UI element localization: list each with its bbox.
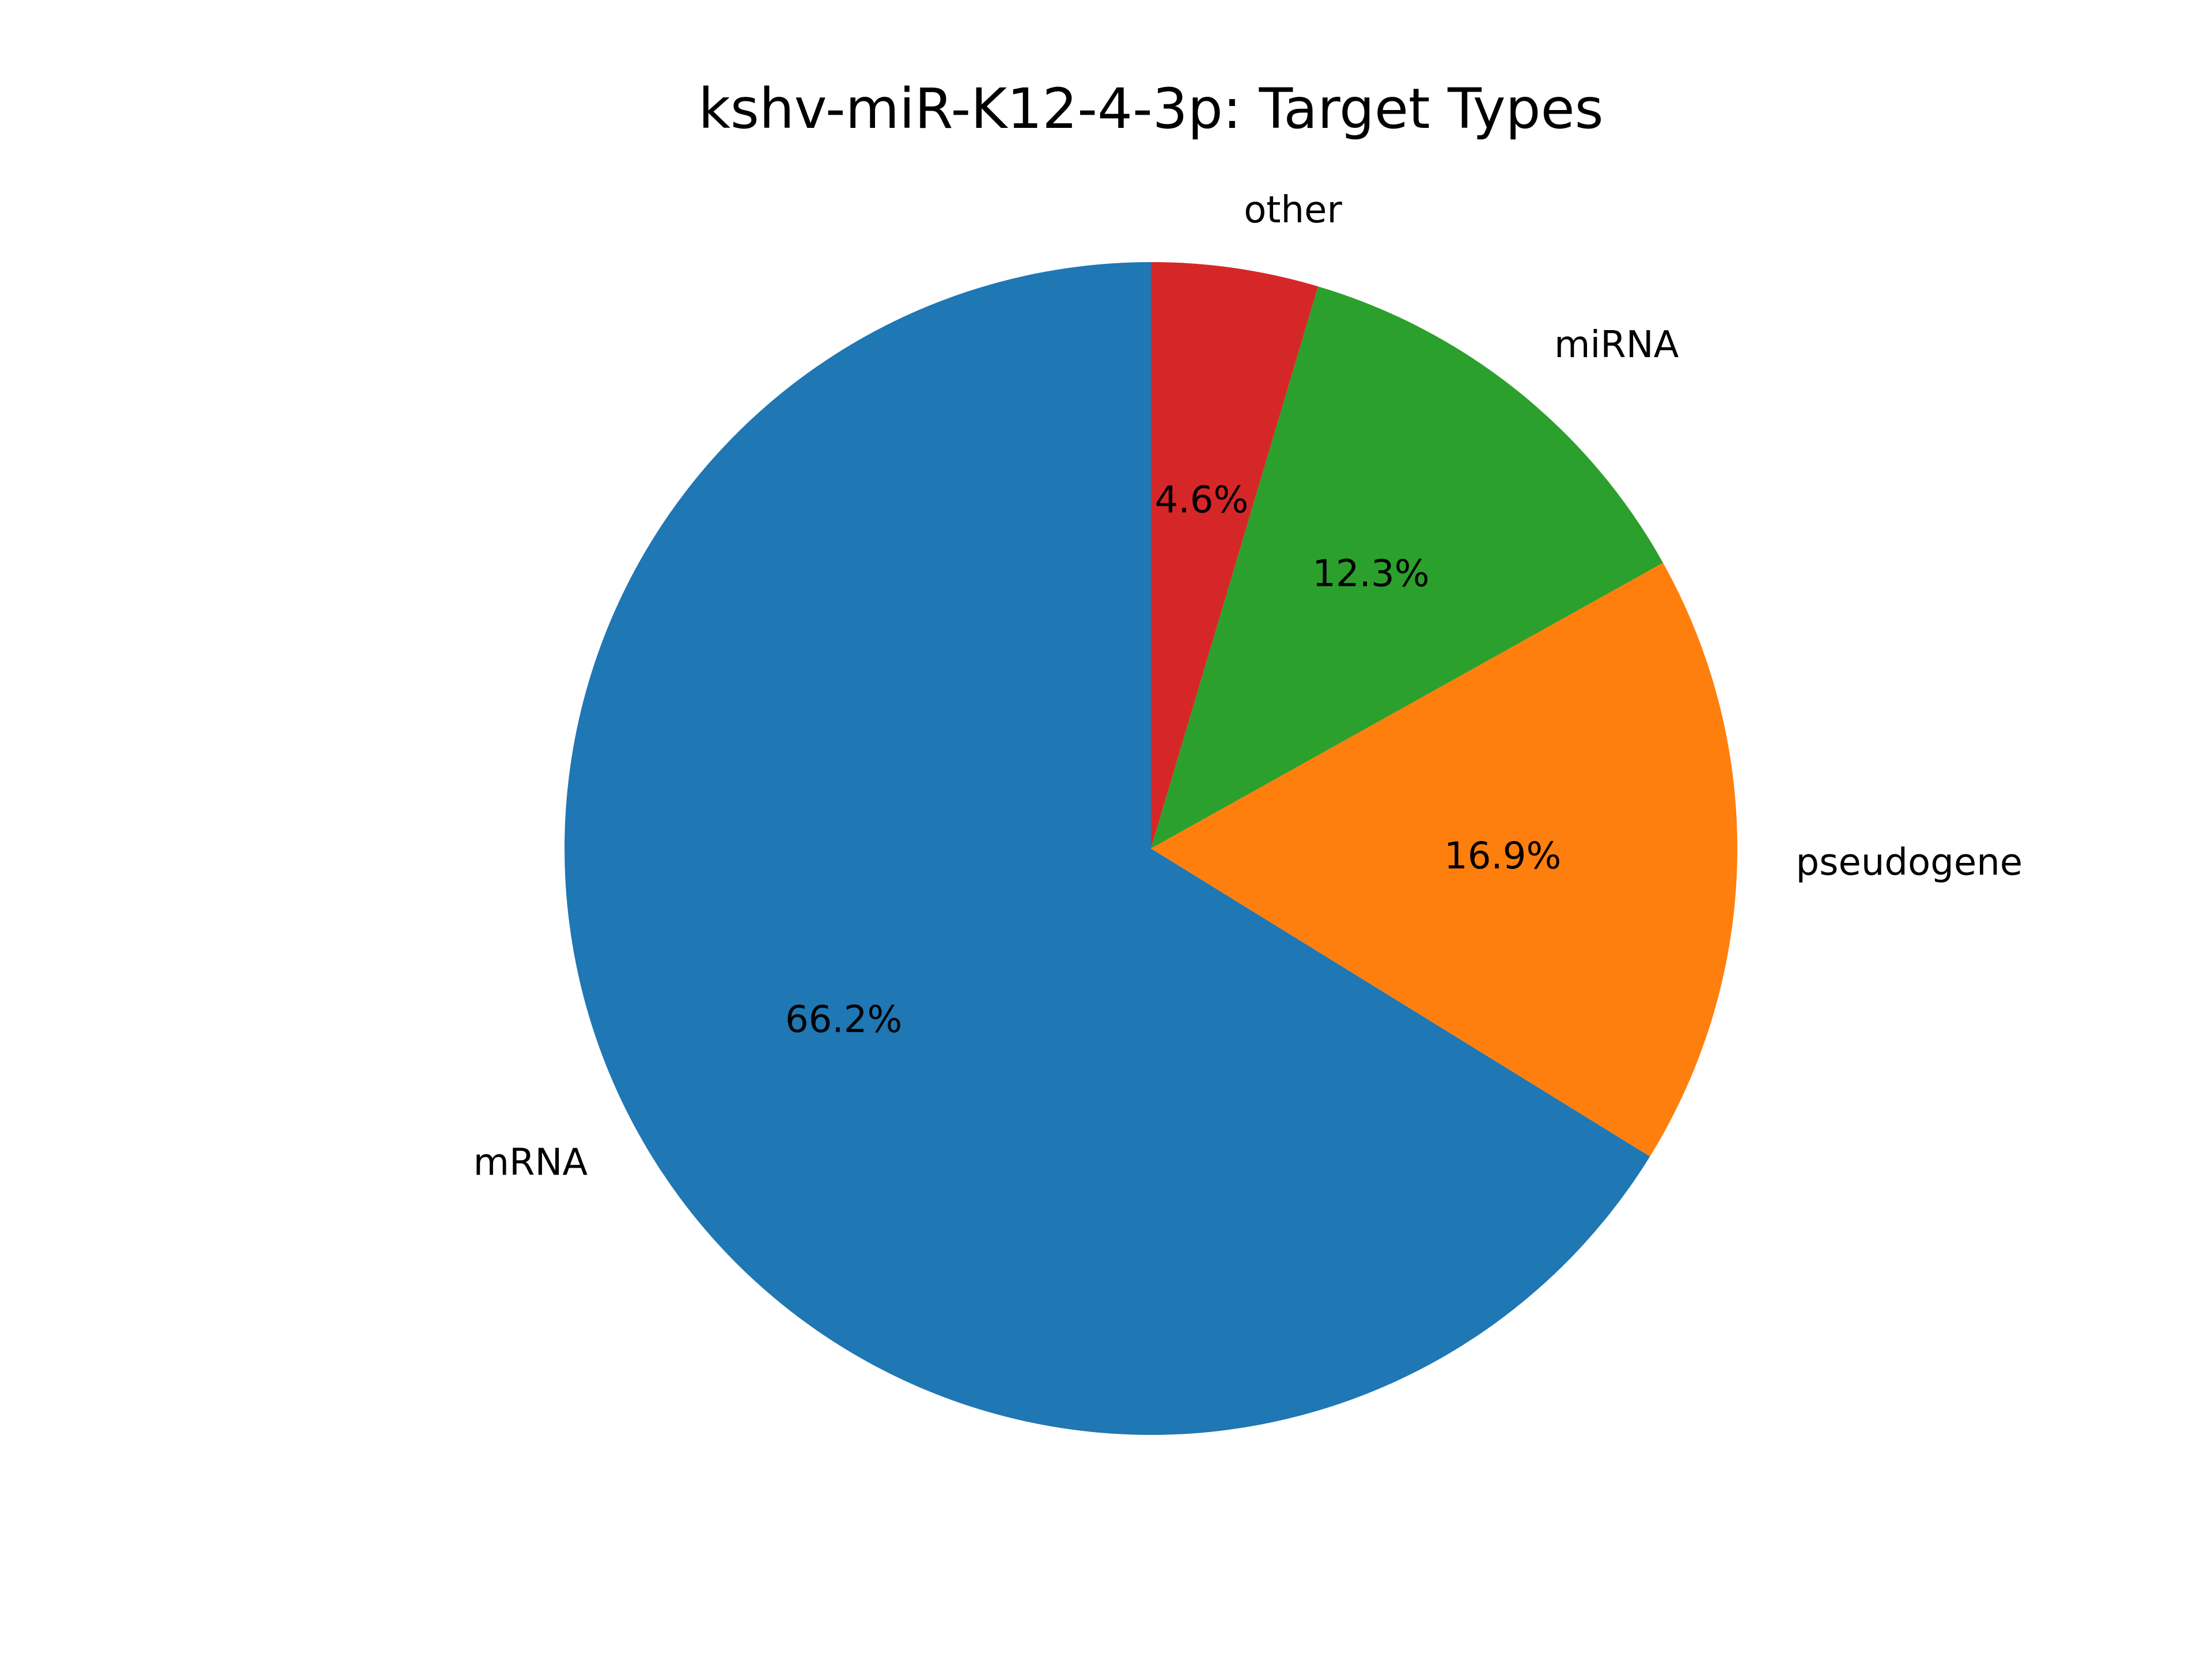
pie-slices bbox=[565, 262, 1738, 1435]
pie-labels: mRNA 66.2% pseudogene 16.9% miRNA 12.3% other 4… bbox=[474, 189, 2023, 1184]
slice-percent-pseudogene: 16.9% bbox=[1444, 835, 1561, 877]
slice-label-mrna: mRNA bbox=[474, 1142, 588, 1184]
pie-slice-mirna bbox=[1151, 286, 1663, 849]
pie-slice-other bbox=[1151, 262, 1319, 849]
pie-slice-mrna bbox=[565, 262, 1650, 1435]
chart-title: kshv-miR-K12-4-3p: Target Types bbox=[698, 77, 1603, 141]
slice-label-pseudogene: pseudogene bbox=[1796, 842, 2023, 884]
slice-label-mirna: miRNA bbox=[1554, 324, 1679, 366]
slice-percent-mrna: 66.2% bbox=[785, 999, 902, 1041]
slice-percent-mirna: 12.3% bbox=[1312, 552, 1429, 595]
slice-percent-other: 4.6% bbox=[1155, 479, 1249, 522]
pie-slice-pseudogene bbox=[1151, 562, 1738, 1157]
slice-label-other: other bbox=[1244, 189, 1342, 232]
